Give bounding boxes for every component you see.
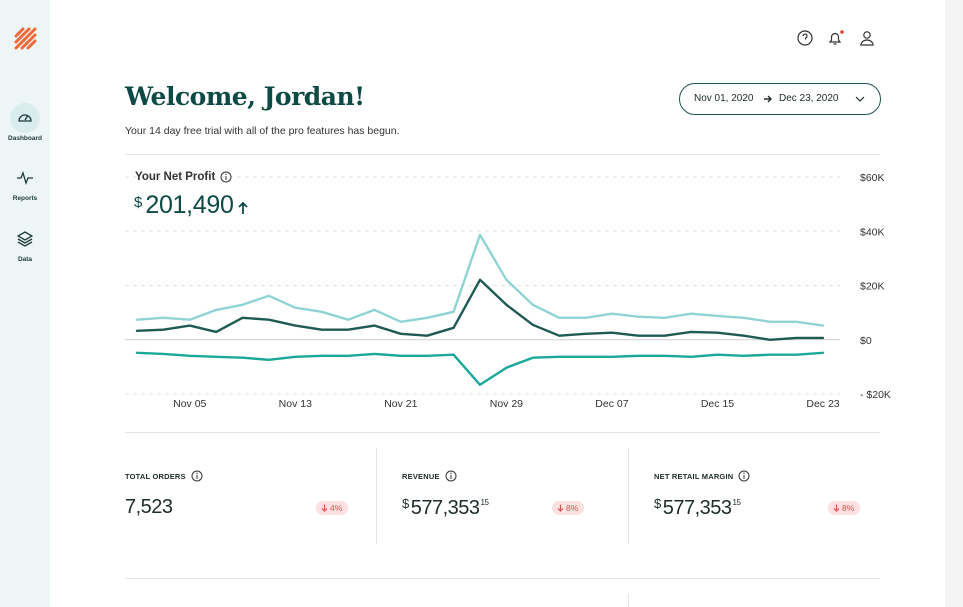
stat-value: 7,523 [125,496,173,518]
data-icon [17,231,33,247]
stat-label: REVENUE [402,471,440,481]
user-icon[interactable] [863,31,871,39]
stat-value: 577,353 [410,497,480,519]
series-line [135,233,825,327]
nav-item[interactable]: Dashboard [8,135,42,142]
stat-label-row: NET RETAIL MARGIN [654,470,750,482]
up-arrow-icon [237,201,248,214]
info-icon[interactable] [738,470,750,482]
x-tick-label: Nov 29 [490,398,523,410]
arrow-icon [764,95,772,103]
x-tick-label: Nov 13 [279,398,312,410]
reports-icon [17,171,33,185]
divider [628,594,629,607]
stat-card: NET RETAIL MARGIN $577,35315 8% [654,462,884,532]
divider [125,154,880,155]
stat-currency: $ [402,496,409,511]
nav-active-bg [10,103,40,133]
x-tick-label: Nov 21 [384,398,417,410]
change-value: 8% [566,503,579,513]
info-icon[interactable] [445,470,457,482]
change-badge: 4% [316,501,349,515]
y-tick-label: $20K [860,281,885,293]
nav-item[interactable]: Data [17,256,33,263]
change-value: 4% [330,503,343,513]
x-tick-label: Dec 23 [806,398,839,410]
series-line [135,278,825,341]
info-icon[interactable] [191,470,203,482]
divider [125,432,880,433]
net-profit-label: Your Net Profit [135,171,216,183]
info-icon[interactable] [220,171,232,183]
y-tick-label: - $20K [860,389,891,401]
date-range-picker[interactable]: Nov 01, 2020 Dec 23, 2020 [679,83,881,115]
sidebar: Dashboard Reports Data [0,0,50,607]
divider [376,448,377,544]
net-profit-label-row: Your Net Profit [135,171,232,183]
stat-card: TOTAL ORDERS 7,523 4% [125,462,355,532]
stat-label-row: TOTAL ORDERS [125,470,203,482]
stat-currency: $ [654,496,661,511]
change-badge: 8% [828,501,861,515]
x-tick-label: Nov 05 [173,398,206,410]
net-profit-chart: - $20K $0 $20K $40K $60K Nov 05 Nov 13 Nov 21 No… [125,172,891,410]
series-line [135,351,825,386]
stat-value: 577,353 [662,497,732,519]
change-value: 8% [842,503,855,513]
help-icon[interactable] [797,30,813,46]
welcome-title: Welcome, Jordan! [125,82,365,111]
logo [14,27,37,50]
notification-dot [840,30,844,34]
net-profit-value-row: $ 201,490 [134,191,249,220]
stat-value-row: 7,523 [125,496,173,519]
down-arrow-icon [557,504,564,512]
date-end: Dec 23, 2020 [779,93,839,104]
divider [628,448,629,544]
down-arrow-icon [833,504,840,512]
x-tick-label: Dec 15 [701,398,734,410]
stat-cents: 15 [732,498,741,507]
y-tick-label: $40K [860,226,885,238]
date-start: Nov 01, 2020 [694,93,754,104]
stat-card: REVENUE $577,35315 8% [402,462,632,532]
stat-label: TOTAL ORDERS [125,471,186,481]
net-profit-currency: $ [134,194,143,211]
y-tick-label: $60K [860,172,885,184]
scroll-strip [945,0,963,607]
divider [125,578,880,579]
stat-value-row: $577,35315 [654,496,741,520]
bell-icon[interactable] [828,32,842,45]
top-icons [797,30,874,46]
net-profit-value: 201,490 [145,191,234,219]
stat-cents: 15 [480,498,489,507]
stat-value-row: $577,35315 [402,496,489,520]
down-arrow-icon [321,504,328,512]
chevron-icon [855,96,865,102]
nav-item[interactable]: Reports [12,195,38,202]
subtitle: Your 14 day free trial with all of the p… [125,125,400,137]
x-tick-label: Dec 07 [595,398,628,410]
change-badge: 8% [552,501,585,515]
stat-label-row: REVENUE [402,470,457,482]
stat-label: NET RETAIL MARGIN [654,471,734,481]
dashboard-icon [18,114,32,122]
y-tick-label: $0 [860,335,872,347]
